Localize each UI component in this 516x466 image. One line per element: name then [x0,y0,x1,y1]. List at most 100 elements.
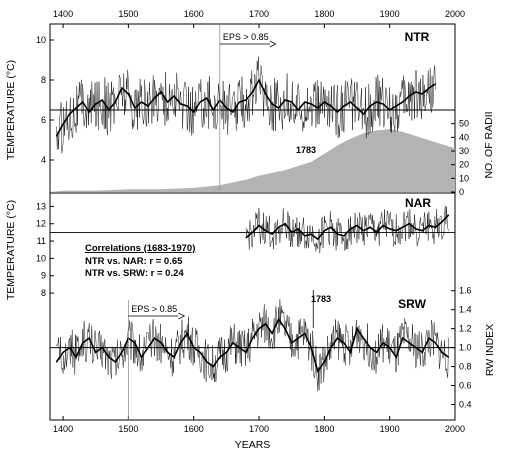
data-point [376,101,378,103]
data-point [402,101,404,103]
data-point [421,93,423,95]
data-point [193,347,195,349]
data-point [291,342,293,344]
data-point [291,231,293,233]
data-point [415,91,417,93]
data-point [336,337,338,339]
y-tick-label: 10 [36,35,46,45]
y-axis-title: TEMPERATURE (°C) [5,200,17,300]
panel-label: NTR [405,30,430,44]
panel-ntr: 0 10 20 30 40 50 NO. OF RADII 4 6 8 10 EPS > 0.85 NT… [5,24,495,197]
data-point [434,342,436,344]
y-tick-label: 6 [41,115,46,125]
y-tick-label: 0.4 [459,400,472,410]
panel-nar: 8 9 10 11 12 13 NAR TEMPERATURE (°C) Correlation… [5,196,455,328]
data-point [415,347,417,349]
data-point [284,328,286,330]
y-tick-label: 1.4 [459,305,472,315]
data-point [310,233,312,235]
data-point [278,226,280,228]
radii-axis-title: NO. OF RADII [483,111,495,178]
y-axis-title: TEMPERATURE (°C) [5,60,17,160]
data-point [55,135,58,137]
data-point [134,342,136,344]
annotation-1783: 1783 [311,294,331,304]
data-point [232,111,234,113]
x-tick-label-top: 1700 [249,9,269,19]
data-point [356,107,358,109]
data-point [447,214,450,216]
data-point [336,111,338,113]
data-point [95,103,97,105]
x-tick-label-bottom: 2000 [445,424,465,434]
y-tick-label: 11 [37,236,46,246]
data-point [251,91,254,93]
data-point [258,79,260,81]
data-point [297,109,299,111]
data-point [258,224,260,227]
data-point [82,101,84,103]
x-tick-label-bottom: 1500 [118,424,138,434]
data-point [395,356,397,358]
data-point [402,226,404,228]
x-tick-label-bottom: 1600 [184,424,204,434]
data-point [88,337,90,339]
x-tick-label-top: 2000 [445,9,465,19]
data-point [395,105,397,107]
data-point [408,342,410,344]
data-point [330,105,332,107]
data-point [323,361,325,363]
annual-series-line [56,299,449,392]
data-point [95,351,97,353]
data-point [167,101,169,103]
data-point [114,361,116,363]
data-point [62,351,64,353]
data-point [317,238,319,240]
data-point [173,356,175,358]
x-tick-label-bottom: 1900 [380,424,400,434]
data-point [140,356,143,358]
data-point [193,111,195,113]
data-point [251,337,254,339]
data-point [343,235,345,237]
data-point [421,351,423,353]
data-point [304,332,306,334]
data-point [284,223,286,225]
radii-tick-label: 20 [459,160,469,170]
data-point [330,226,332,228]
data-point [62,123,64,125]
data-point [362,337,365,339]
data-point [121,351,123,353]
data-point [265,93,267,95]
data-point [232,342,234,344]
data-point [376,231,378,233]
correlation-entry: NTR vs. SRW: r = 0.24 [85,268,184,279]
data-point [199,351,201,353]
y-tick-label: 10 [36,253,46,263]
data-point [441,221,443,223]
data-point [212,366,214,368]
data-point [245,237,247,239]
y-tick-label: 1.2 [459,324,472,334]
data-point [108,356,110,358]
data-point [186,105,188,107]
y-tick-label: 1.6 [459,286,472,296]
radii-tick-label: 30 [459,146,469,156]
data-point [153,97,156,99]
data-point [265,230,267,232]
data-point [82,342,84,344]
data-point [389,347,391,349]
data-point [434,226,436,228]
data-point [343,105,345,107]
data-point [147,105,149,107]
data-point [75,356,77,358]
data-point [251,231,254,233]
data-point [415,228,417,230]
data-point [225,351,227,353]
data-point [219,356,221,358]
data-point [349,228,352,230]
data-point [304,101,306,103]
radii-tick-label: 10 [459,173,469,183]
data-point [167,351,169,353]
panel-label: SRW [398,297,426,311]
